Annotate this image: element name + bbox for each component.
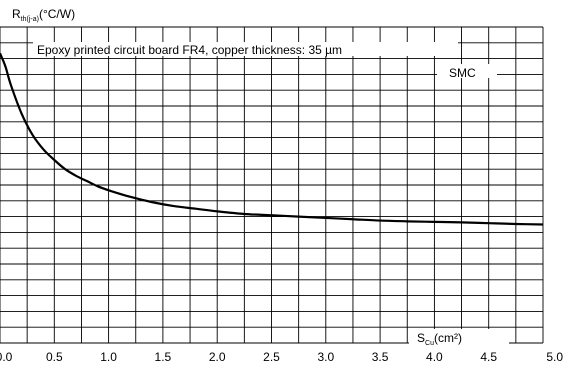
- y-axis-title-main: R: [12, 7, 21, 21]
- x-tick-label: 1.5: [155, 350, 172, 364]
- x-axis-title-bg: [409, 329, 509, 345]
- x-tick-label: 5.0: [546, 350, 563, 364]
- y-axis-title-unit: (°C/W): [39, 7, 75, 21]
- x-tick-label: 0.5: [46, 350, 63, 364]
- annotation-bg: [33, 42, 458, 56]
- annotation-text: Epoxy printed circuit board FR4, copper …: [37, 43, 342, 57]
- y-axis-title: Rth(j-a)(°C/W): [12, 7, 75, 23]
- x-axis-title: SCu(cm²): [417, 331, 462, 347]
- grid-lines: [0, 26, 544, 344]
- x-tick-labels: 0.0 0.5 1.0 1.5 2.0 2.5 3.0 3.5 4.0 4.5 5.0: [0, 350, 563, 364]
- x-tick-label: 4.5: [480, 350, 497, 364]
- x-tick-label: 4.0: [426, 350, 443, 364]
- x-tick-label: 3.5: [372, 350, 389, 364]
- x-tick-label: 3.0: [317, 350, 334, 364]
- legend-bg: [437, 64, 497, 78]
- x-axis-title-unit: (cm²): [434, 331, 462, 345]
- x-tick-label: 2.0: [209, 350, 226, 364]
- x-tick-label: 0.0: [0, 350, 13, 364]
- x-tick-label: 2.5: [263, 350, 280, 364]
- y-axis-title-sub: th(j-a): [21, 16, 39, 23]
- x-tick-label: 1.0: [100, 350, 117, 364]
- legend-label-smc: SMC: [449, 66, 476, 80]
- series-line-smc: [0, 52, 544, 226]
- x-axis-title-main: S: [417, 331, 425, 345]
- x-axis-title-sub: Cu: [425, 340, 434, 347]
